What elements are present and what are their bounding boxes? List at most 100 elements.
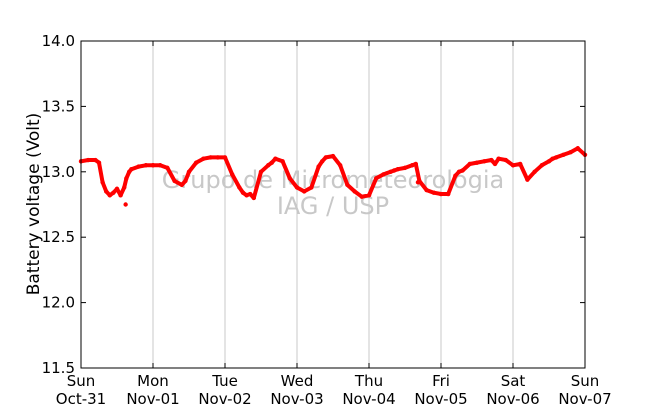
data-point: [467, 161, 472, 167]
data-point: [510, 163, 516, 168]
data-point: [237, 185, 242, 190]
data-point: [413, 161, 418, 167]
x-tick-date-label: Nov-05: [414, 390, 467, 408]
data-point: [172, 178, 177, 184]
data-point: [374, 176, 379, 181]
data-point: [124, 176, 129, 181]
data-point: [338, 163, 343, 168]
y-tick-label: 13.5: [42, 97, 75, 115]
data-point: [86, 157, 91, 163]
data-point: [165, 165, 170, 171]
data-point: [244, 193, 249, 198]
x-tick-date-label: Nov-02: [198, 390, 251, 408]
data-point: [251, 195, 256, 201]
data-point: [208, 155, 213, 160]
data-point: [215, 155, 220, 160]
data-point: [352, 189, 357, 194]
data-point: [381, 172, 386, 177]
data-point: [503, 157, 508, 163]
x-tick-date-label: Nov-04: [342, 390, 395, 408]
data-point: [150, 163, 156, 168]
data-point: [410, 163, 415, 168]
data-point: [266, 163, 271, 168]
y-axis-ticks: 11.5 12.0 12.5 13.0 13.5 14.0: [42, 32, 585, 377]
voltage-series: [78, 146, 588, 207]
data-point: [294, 185, 300, 190]
x-tick-day-label: Mon: [137, 372, 169, 390]
data-point: [446, 191, 451, 197]
data-point: [194, 160, 199, 165]
y-axis-label: Battery voltage (Volt): [24, 113, 44, 296]
data-point: [320, 159, 325, 164]
data-point: [482, 159, 487, 164]
outlier-point: [415, 180, 421, 185]
x-tick-day-label: Thu: [354, 372, 383, 390]
data-point: [474, 160, 480, 165]
data-point: [460, 168, 465, 173]
plot-frame: [80, 40, 586, 369]
data-point: [96, 160, 102, 165]
x-tick-date-label: Oct-31: [56, 390, 106, 408]
data-point: [302, 189, 307, 194]
data-point: [183, 178, 188, 184]
y-tick-label: 12.0: [42, 294, 75, 312]
data-point: [136, 164, 141, 169]
data-point: [453, 173, 458, 178]
data-point: [287, 176, 292, 181]
x-tick-day-label: Fri: [432, 372, 450, 390]
x-axis-ticks: SunOct-31MonNov-01TueNov-02WedNov-03ThuN…: [56, 41, 612, 408]
data-point: [518, 161, 523, 167]
data-point: [222, 155, 228, 160]
x-tick-date-label: Nov-06: [486, 390, 539, 408]
data-point: [392, 168, 397, 173]
data-point: [525, 177, 530, 182]
data-point: [568, 149, 573, 155]
data-point: [532, 169, 537, 174]
data-point: [402, 165, 408, 171]
plot-background: [81, 41, 585, 368]
data-point: [309, 185, 314, 190]
x-tick-date-label: Nov-07: [558, 390, 611, 408]
data-point: [395, 166, 400, 172]
x-tick-day-label: Sun: [67, 372, 96, 390]
data-point: [280, 159, 285, 164]
data-point: [554, 155, 559, 160]
data-point: [388, 169, 393, 174]
outlier-point: [123, 202, 128, 207]
data-point: [561, 152, 566, 157]
data-point: [104, 189, 109, 194]
data-point: [456, 169, 462, 174]
data-point: [201, 156, 206, 161]
data-point: [345, 182, 350, 188]
y-tick-label: 12.5: [42, 228, 75, 246]
data-point: [122, 185, 127, 190]
data-point: [186, 169, 192, 174]
data-point: [323, 155, 328, 160]
watermark-line-2: IAG / USP: [277, 192, 389, 220]
data-point: [114, 186, 120, 192]
data-point: [546, 159, 552, 164]
data-point: [539, 163, 544, 168]
data-point: [158, 163, 163, 168]
data-point: [366, 193, 372, 198]
vertical-grid: [152, 41, 514, 368]
x-tick-date-label: Nov-01: [126, 390, 179, 408]
data-point: [107, 193, 113, 198]
data-point: [424, 187, 429, 193]
data-point: [269, 160, 274, 165]
data-point: [93, 157, 98, 163]
x-tick-day-label: Sat: [501, 372, 526, 390]
data-point: [575, 146, 580, 151]
data-point: [258, 169, 264, 174]
data-point: [230, 172, 235, 177]
data-point: [100, 180, 105, 185]
data-point: [179, 182, 184, 188]
watermark-line-1: Grupo de Micrometeorologia: [162, 166, 504, 194]
data-point: [438, 191, 444, 197]
y-tick-label: 14.0: [42, 32, 75, 50]
data-point: [489, 157, 494, 163]
data-point: [492, 161, 498, 167]
data-point: [129, 166, 134, 172]
data-point: [496, 156, 501, 161]
